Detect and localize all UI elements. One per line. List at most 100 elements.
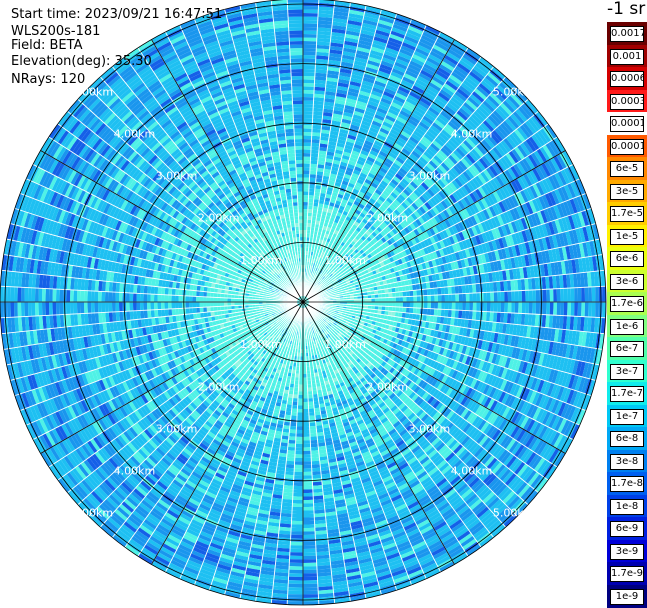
range-gate [385, 302, 389, 307]
range-gate [303, 174, 310, 178]
range-gate [434, 288, 438, 295]
range-gate [303, 17, 318, 21]
range-gate [585, 287, 589, 302]
range-gate [473, 302, 477, 311]
range-gate [472, 284, 476, 293]
range-gate [571, 288, 575, 302]
range-gate [455, 302, 459, 310]
range-gate [303, 205, 308, 209]
range-gate [515, 291, 519, 302]
range-gate [413, 308, 417, 314]
range-gate [303, 160, 310, 164]
range-gate [303, 72, 315, 76]
range-gate [409, 285, 413, 291]
range-gate [312, 129, 321, 133]
range-gate [303, 69, 315, 73]
range-gate [399, 302, 403, 307]
range-gate [303, 202, 308, 206]
range-gate [473, 293, 477, 302]
range-gate [395, 307, 399, 312]
range-gate [469, 284, 473, 293]
range-gate [511, 291, 515, 302]
range-gate [564, 288, 568, 302]
range-gate [303, 143, 311, 147]
range-gate [303, 65, 315, 69]
range-gate [501, 302, 505, 313]
range-gate [581, 287, 585, 302]
range-gate [452, 294, 456, 302]
range-gate [434, 302, 438, 309]
range-gate [309, 178, 316, 182]
range-gate [508, 302, 512, 313]
range-gate [303, 223, 307, 227]
range-gate [392, 302, 396, 307]
range-gate [303, 111, 313, 115]
range-gate [303, 55, 316, 59]
range-gate [522, 290, 526, 302]
range-gate [441, 309, 445, 317]
range-gate [518, 302, 522, 313]
range-gate [448, 310, 452, 318]
range-gate [392, 297, 396, 302]
range-gate [403, 302, 407, 307]
range-gate [416, 290, 420, 296]
range-gate [303, 76, 315, 80]
range-gate [508, 291, 512, 302]
range-gate [553, 302, 557, 315]
range-gate [310, 174, 317, 178]
range-gate [529, 302, 533, 314]
range-gate [416, 308, 420, 314]
range-gate [588, 302, 592, 317]
range-gate [441, 302, 445, 309]
range-gate [417, 296, 421, 302]
range-gate [312, 136, 321, 140]
range-gate [399, 307, 403, 312]
range-gate [312, 125, 321, 129]
range-gate [525, 302, 529, 314]
range-gate [314, 192, 320, 196]
range-gate [311, 153, 319, 157]
range-gate [466, 302, 470, 311]
range-gate [451, 286, 455, 294]
range-gate [303, 136, 312, 140]
range-gate [536, 302, 540, 314]
range-gate [459, 302, 463, 310]
range-gate [402, 307, 406, 313]
range-gate [303, 216, 308, 220]
range-gate [550, 289, 554, 302]
range-gate [303, 48, 316, 52]
range-gate [308, 199, 314, 203]
range-gate [490, 302, 494, 312]
range-gate [511, 302, 515, 313]
range-gate [309, 188, 315, 192]
range-gate [455, 310, 459, 318]
range-gate [303, 150, 311, 154]
range-gate [303, 199, 308, 203]
range-gate [434, 295, 438, 302]
range-gate [462, 302, 466, 311]
range-gate [448, 286, 452, 294]
range-gate [303, 9, 318, 13]
range-gate [378, 298, 382, 302]
range-gate [303, 83, 314, 87]
range-gate [417, 302, 421, 308]
range-gate [303, 101, 314, 105]
range-gate [303, 115, 313, 119]
range-gate [303, 178, 310, 182]
range-gate [399, 292, 403, 297]
range-gate [451, 310, 455, 318]
range-gate [441, 295, 445, 302]
range-gate [312, 132, 321, 136]
range-gate [560, 302, 564, 316]
range-gate [525, 290, 529, 302]
range-gate [487, 292, 491, 302]
range-gate [483, 292, 487, 302]
range-gate [406, 296, 410, 302]
range-gate [303, 37, 317, 41]
range-gate [303, 27, 317, 31]
range-gate [309, 192, 315, 196]
range-gate [560, 288, 564, 302]
range-gate [455, 286, 459, 294]
range-gate [490, 292, 494, 302]
range-gate [303, 212, 308, 216]
